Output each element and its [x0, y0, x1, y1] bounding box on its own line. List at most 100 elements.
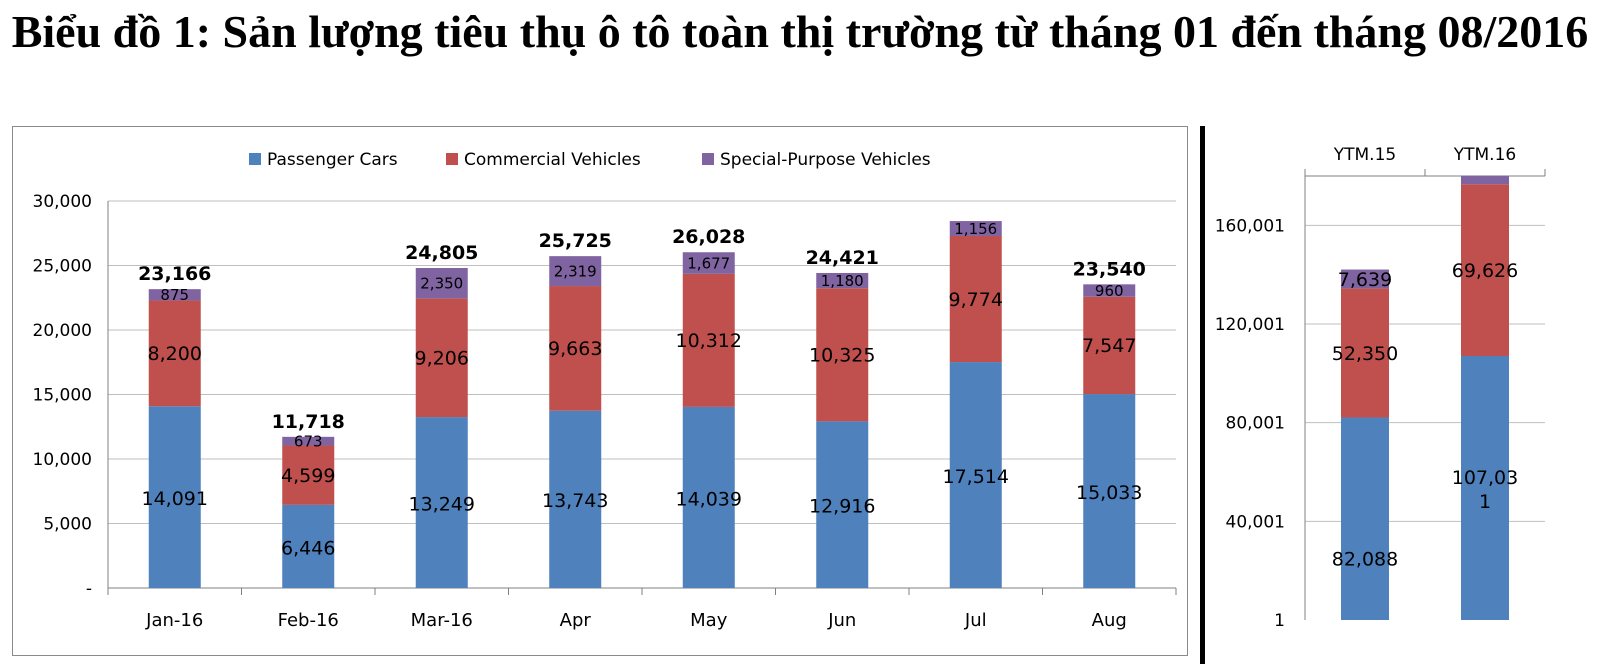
bar-commercial-vehicles-feb-16: [282, 445, 335, 505]
data-label: 9,663: [548, 338, 602, 360]
data-label: 82,088: [1332, 549, 1398, 571]
legend-swatch-special-purpose-vehicles: [702, 153, 714, 165]
x-tick-label: Feb-16: [278, 610, 339, 631]
total-label: 23,166: [138, 263, 211, 285]
panel-divider: [1200, 126, 1205, 664]
bar-commercial-vehicles-mar-16: [415, 298, 468, 418]
y-tick-label: 20,000: [33, 321, 92, 341]
data-label: 10,312: [676, 330, 742, 352]
x-tick-label: Jul: [964, 610, 987, 631]
bar-commercial-vehicles-aug: [1083, 296, 1136, 395]
monthly-chart-panel: - 5,000 10,000 15,000 20,000 25,000 30,000 14,0…: [12, 126, 1188, 656]
y-tick-label: 120,001: [1215, 315, 1285, 335]
data-label: 10,325: [809, 345, 875, 367]
y-tick-label: 30,000: [33, 192, 92, 212]
data-label: 9,206: [415, 348, 469, 370]
bar-special-purpose-vehicles-jul: [949, 221, 1002, 236]
data-label: 7,639: [1338, 269, 1392, 291]
ytd-comparison-chart: YTM.15 YTM.16 1 40,001 80,001 120,001 160,001 8…: [1215, 145, 1546, 631]
data-label: 1,156: [954, 220, 997, 238]
data-label: 1,677: [687, 254, 730, 272]
data-label: 1,180: [821, 272, 864, 290]
bar-passenger-cars-jan-16: [148, 406, 201, 588]
bar-commercial-vehicles-may: [682, 273, 735, 407]
bar-passenger-cars-mar-16: [415, 417, 468, 588]
bar-passenger-cars-may: [682, 406, 735, 588]
data-label: 107,03 1: [1452, 467, 1518, 513]
x-tick-label: YTM.15: [1333, 145, 1396, 165]
bar-passenger-cars-feb-16: [282, 504, 335, 588]
bar-special-purpose-vehicles-ytm-16: [1461, 175, 1509, 185]
data-label: 6,446: [281, 537, 335, 559]
legend-swatch-passenger-cars: [249, 153, 261, 165]
x-tick-label: Mar-16: [411, 610, 473, 631]
y-tick-label: 160,001: [1215, 216, 1285, 236]
data-label: 17,514: [943, 466, 1009, 488]
total-label: 24,421: [806, 247, 879, 269]
bar-special-purpose-vehicles-may: [682, 252, 735, 274]
data-label: 9,774: [949, 289, 1003, 311]
data-label: 15,033: [1076, 482, 1142, 504]
x-tick-label: Aug: [1092, 610, 1127, 631]
data-label: 12,916: [809, 496, 875, 518]
bar-commercial-vehicles-ytm-16: [1461, 184, 1509, 356]
chart-title: Biểu đồ 1: Sản lượng tiêu thụ ô tô toàn …: [11, 6, 1589, 57]
bar-special-purpose-vehicles-apr: [549, 256, 602, 287]
legend-swatch-commercial-vehicles: [446, 153, 458, 165]
bar-special-purpose-vehicles-feb-16: [282, 436, 335, 446]
bar-special-purpose-vehicles-aug: [1083, 284, 1136, 297]
bar-commercial-vehicles-apr: [549, 286, 602, 411]
data-label: 13,249: [409, 493, 475, 515]
legend-label-commercial-vehicles: Commercial Vehicles: [464, 150, 641, 170]
data-label: 7,547: [1082, 335, 1136, 357]
y-tick-label: -: [86, 579, 92, 599]
y-tick-label: 10,000: [33, 450, 92, 470]
bar-commercial-vehicles-jan-16: [148, 300, 201, 407]
y-tick-label: 1: [1274, 611, 1285, 631]
data-label: 52,350: [1332, 343, 1398, 365]
bar-passenger-cars-ytm-15: [1341, 417, 1389, 620]
monthly-sales-chart: - 5,000 10,000 15,000 20,000 25,000 30,000 14,0…: [33, 150, 1177, 631]
data-label: 14,039: [676, 488, 742, 510]
total-label: 25,725: [539, 230, 612, 252]
data-label: 14,091: [142, 488, 208, 510]
data-label: 69,626: [1452, 260, 1518, 282]
x-tick-label: YTM.16: [1453, 145, 1516, 165]
data-label: 8,200: [148, 343, 202, 365]
y-tick-label: 25,000: [33, 257, 92, 277]
bar-commercial-vehicles-ytm-15: [1341, 288, 1389, 418]
bar-passenger-cars-aug: [1083, 394, 1136, 588]
total-label: 24,805: [405, 242, 478, 264]
data-label: 13,743: [542, 490, 608, 512]
data-label: 960: [1095, 282, 1124, 300]
bar-special-purpose-vehicles-mar-16: [415, 268, 468, 299]
bar-special-purpose-vehicles-ytm-15: [1341, 269, 1389, 289]
data-label: 673: [294, 433, 323, 451]
data-label: 4,599: [281, 465, 335, 487]
bar-commercial-vehicles-jul: [949, 235, 1002, 363]
x-tick-label: Apr: [560, 610, 592, 631]
bar-passenger-cars-ytm-16: [1461, 355, 1509, 620]
total-label: 26,028: [672, 226, 745, 248]
y-tick-label: 40,001: [1226, 512, 1285, 532]
total-label: 23,540: [1073, 258, 1146, 280]
ytd-chart-panel: YTM.15 YTM.16 1 40,001 80,001 120,001 160,001 8…: [1205, 126, 1600, 664]
y-tick-label: 5,000: [43, 515, 92, 535]
bar-commercial-vehicles-jun: [816, 288, 869, 422]
data-label: 875: [160, 286, 189, 304]
x-tick-label: May: [690, 610, 728, 631]
bar-special-purpose-vehicles-jan-16: [148, 289, 201, 301]
x-tick-label: Jun: [827, 610, 856, 631]
legend-label-passenger-cars: Passenger Cars: [267, 150, 398, 170]
data-label: 2,350: [420, 275, 463, 293]
total-label: 11,718: [272, 411, 345, 433]
y-tick-label: 80,001: [1226, 414, 1285, 434]
y-tick-label: 15,000: [33, 386, 92, 406]
x-tick-label: Jan-16: [145, 610, 203, 631]
bar-passenger-cars-apr: [549, 410, 602, 588]
bar-passenger-cars-jun: [816, 421, 869, 588]
bar-special-purpose-vehicles-jun: [816, 272, 869, 289]
data-label: 2,319: [554, 263, 597, 281]
bar-passenger-cars-jul: [949, 362, 1002, 588]
legend-label-special-purpose-vehicles: Special-Purpose Vehicles: [720, 150, 931, 170]
